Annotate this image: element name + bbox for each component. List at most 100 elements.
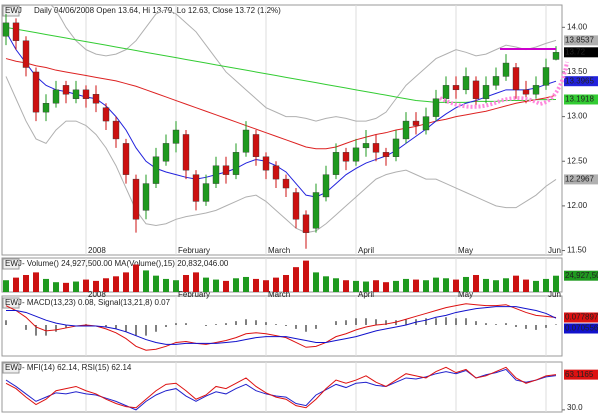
candle-body: [412, 120, 420, 126]
candle-body: [342, 152, 350, 162]
x-tick-label: Jun: [548, 290, 561, 299]
candle-body: [542, 67, 550, 86]
y-tick-label: 12.00: [567, 201, 588, 210]
series-line: [5, 368, 557, 411]
candle-body: [372, 143, 380, 153]
x-tick-label: April: [358, 290, 374, 299]
last-value-label: 0.077897: [565, 313, 599, 322]
volume-bar: [103, 278, 109, 292]
candle-body: [212, 165, 220, 184]
volume-bar: [83, 279, 89, 292]
volume-bar: [363, 281, 369, 292]
plot-layer: 2008 2008 February February March March April A…: [2, 5, 600, 412]
volume-bar: [113, 276, 119, 292]
volume-bar: [373, 280, 379, 292]
candle-body: [182, 134, 190, 171]
panel-title: - Volume() 24,927,500.00 MA(Volume(),15)…: [22, 259, 229, 268]
y-tick-label: 14.00: [567, 22, 588, 31]
candle-body: [522, 89, 530, 95]
volume-bar: [163, 278, 169, 292]
volume-bar: [143, 270, 149, 292]
mfi-panel: [1, 361, 563, 413]
x-tick-label: March: [268, 290, 290, 299]
volume-bar: [553, 275, 559, 292]
candle-body: [2, 22, 10, 37]
volume-bar: [43, 278, 49, 292]
volume-bar: [283, 275, 289, 292]
volume-bar: [203, 277, 209, 292]
volume-bar: [33, 272, 39, 292]
panel-title: - MFI(14) 62.14, RSI(15) 62.14: [22, 363, 132, 372]
ticker: EWJ: [5, 6, 22, 15]
volume-bar: [253, 278, 259, 292]
price-panel: [1, 4, 563, 256]
candle-body: [312, 192, 320, 229]
candle-body: [512, 67, 520, 91]
series-line: [5, 366, 557, 409]
volume-bar: [463, 276, 469, 292]
volume-bar: [273, 277, 279, 292]
ticker: EWJ: [5, 259, 22, 268]
y-tick-label: 13.00: [567, 112, 588, 121]
last-value-box: [564, 47, 598, 58]
candle-body: [272, 165, 280, 180]
candle-body: [352, 147, 360, 162]
ticker: EWJ: [5, 363, 22, 372]
volume-bar: [13, 277, 19, 292]
x-tick-label: May: [458, 290, 473, 299]
ticker: EWJ: [5, 298, 22, 307]
last-value-label: 13.72: [565, 47, 586, 56]
panel-title: - MACD(13,23) 0.08, Signal(13,21,8) 0.07: [22, 298, 171, 307]
volume-bar: [443, 278, 449, 292]
candle-body: [192, 174, 200, 202]
last-value-label: 24,927,500.00: [565, 271, 600, 280]
volume-bar: [533, 280, 539, 292]
volume-bar: [423, 280, 429, 292]
volume-bar: [413, 279, 419, 292]
candle-body: [452, 85, 460, 91]
candle-body: [302, 214, 310, 233]
candle-body: [22, 40, 30, 68]
series-line: [5, 76, 557, 234]
candle-body: [462, 76, 470, 91]
y-tick-label: 11.50: [567, 246, 587, 255]
last-value-label: 13.8537: [565, 35, 594, 44]
candle-body: [162, 143, 170, 162]
last-value-label: 63.1165: [565, 370, 594, 379]
volume-bar: [263, 280, 269, 292]
candle-body: [502, 62, 510, 77]
candle-body: [82, 89, 90, 99]
last-value-box: [564, 94, 598, 105]
volume-bar: [433, 277, 439, 292]
candle-body: [132, 178, 140, 220]
volume-bar: [93, 280, 99, 292]
candle-body: [142, 183, 150, 211]
series-line: [5, 26, 557, 103]
candle-body: [362, 143, 370, 149]
candle-body: [202, 183, 210, 202]
ticker-box: [2, 5, 20, 17]
candle-body: [222, 165, 230, 175]
x-tick-label: 2008: [88, 290, 106, 299]
candle-body: [282, 178, 290, 189]
volume-bar: [233, 278, 239, 292]
candle-body: [552, 52, 560, 60]
x-tick-label: May: [458, 246, 473, 255]
volume-bar: [213, 279, 219, 292]
volume-bar: [303, 260, 309, 292]
candle-body: [42, 103, 50, 113]
last-value-label: 13.3965: [565, 76, 594, 85]
volume-bar: [23, 275, 29, 292]
candle-body: [532, 85, 540, 95]
candle-body: [32, 71, 40, 113]
volume-bar: [313, 272, 319, 292]
volume-bar: [3, 280, 9, 292]
candle-body: [482, 85, 490, 99]
candle-body: [52, 89, 60, 104]
candle-body: [122, 143, 130, 175]
candle-body: [232, 152, 240, 175]
last-value-box: [564, 270, 598, 281]
volume-bar: [453, 279, 459, 292]
volume-bar: [493, 280, 499, 292]
